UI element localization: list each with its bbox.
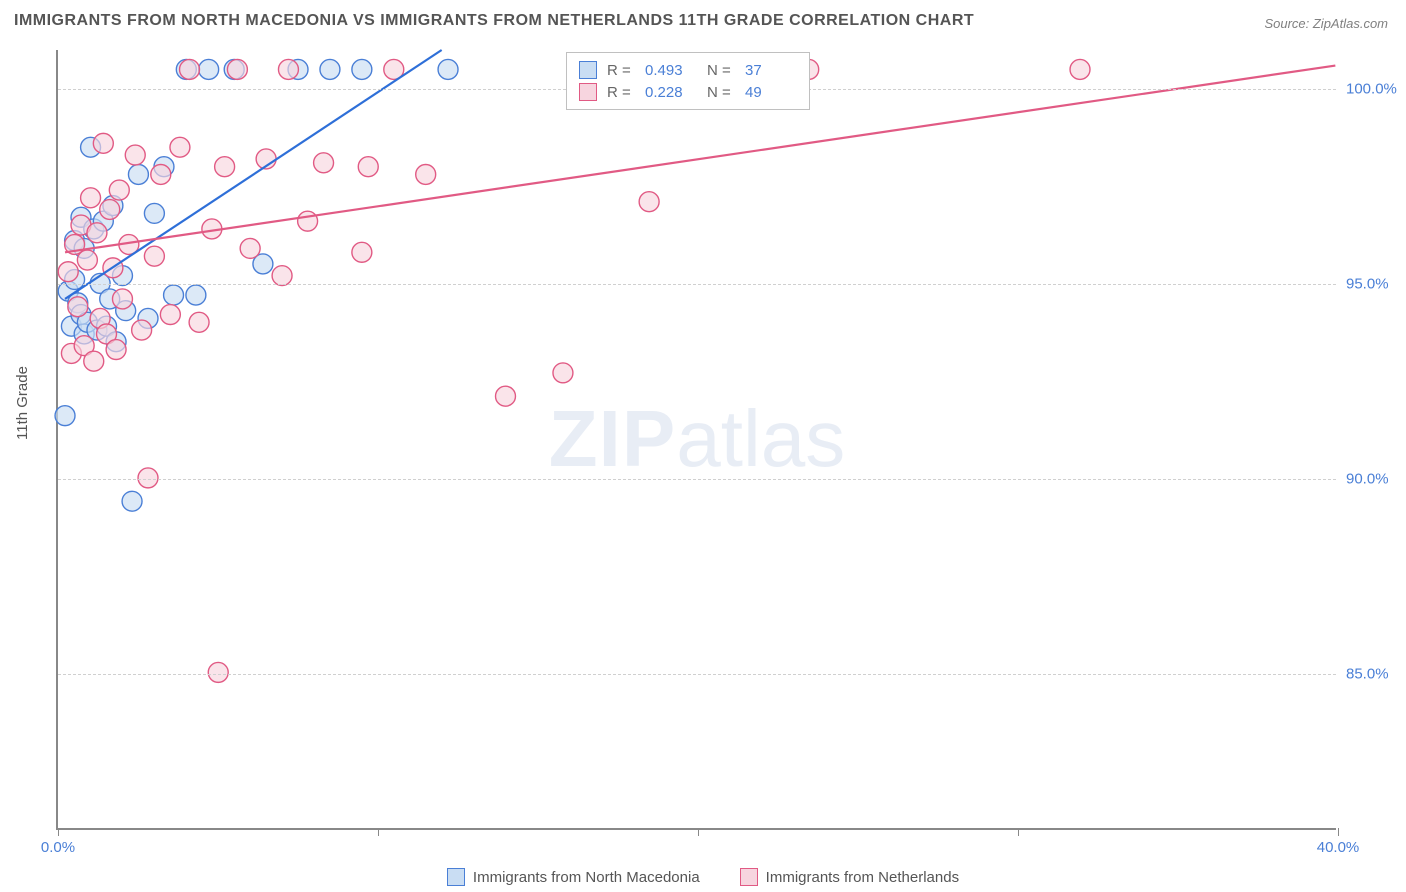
data-point: [1070, 59, 1090, 79]
data-point: [109, 180, 129, 200]
data-point: [55, 406, 75, 426]
data-point: [84, 351, 104, 371]
y-tick-label: 100.0%: [1346, 81, 1406, 98]
series-legend-item: Immigrants from North Macedonia: [447, 868, 700, 886]
data-point: [352, 59, 372, 79]
data-point: [132, 320, 152, 340]
series-legend-label: Immigrants from North Macedonia: [473, 869, 700, 886]
legend-row: R = 0.493 N = 37: [579, 59, 797, 81]
data-point: [199, 59, 219, 79]
plot-area: ZIPatlas 85.0%90.0%95.0%100.0%0.0%40.0%: [56, 50, 1336, 830]
data-point: [320, 59, 340, 79]
data-point: [151, 165, 171, 185]
data-point: [93, 133, 113, 153]
x-tick: [58, 828, 59, 836]
legend-n-label: N =: [707, 84, 735, 101]
data-point: [160, 305, 180, 325]
data-point: [553, 363, 573, 383]
x-tick-label: 0.0%: [41, 839, 75, 856]
legend-n-label: N =: [707, 62, 735, 79]
legend-swatch: [579, 61, 597, 79]
data-point: [416, 165, 436, 185]
legend-r-label: R =: [607, 84, 635, 101]
series-legend: Immigrants from North Macedonia Immigrant…: [0, 868, 1406, 886]
legend-r-value: 0.228: [645, 84, 697, 101]
data-point: [358, 157, 378, 177]
legend-swatch: [740, 868, 758, 886]
data-point: [128, 165, 148, 185]
data-point: [144, 246, 164, 266]
data-point: [189, 312, 209, 332]
data-point: [68, 297, 88, 317]
data-point: [298, 211, 318, 231]
legend-row: R = 0.228 N = 49: [579, 81, 797, 103]
x-tick: [1338, 828, 1339, 836]
legend-swatch: [579, 83, 597, 101]
data-point: [352, 242, 372, 262]
data-point: [122, 491, 142, 511]
data-point: [87, 223, 107, 243]
legend-swatch: [447, 868, 465, 886]
correlation-legend: R = 0.493 N = 37 R = 0.228 N = 49: [566, 52, 810, 110]
chart-title: IMMIGRANTS FROM NORTH MACEDONIA VS IMMIG…: [14, 12, 974, 30]
data-point: [496, 386, 516, 406]
data-point: [113, 289, 133, 309]
y-tick-label: 85.0%: [1346, 666, 1406, 683]
data-point: [180, 59, 200, 79]
series-legend-label: Immigrants from Netherlands: [766, 869, 959, 886]
data-point: [106, 340, 126, 360]
y-axis-label: 11th Grade: [14, 366, 31, 440]
x-tick: [1018, 828, 1019, 836]
data-point: [144, 203, 164, 223]
gridline: [58, 284, 1336, 285]
legend-r-value: 0.493: [645, 62, 697, 79]
data-point: [100, 200, 120, 220]
data-point: [314, 153, 334, 173]
data-point: [58, 262, 78, 282]
gridline: [58, 479, 1336, 480]
data-point: [208, 662, 228, 682]
data-point: [170, 137, 190, 157]
data-point: [240, 238, 260, 258]
source-attribution: Source: ZipAtlas.com: [1264, 16, 1388, 31]
data-point: [215, 157, 235, 177]
data-point: [77, 250, 97, 270]
gridline: [58, 674, 1336, 675]
data-point: [438, 59, 458, 79]
data-point: [278, 59, 298, 79]
data-point: [81, 188, 101, 208]
data-point: [227, 59, 247, 79]
data-point: [138, 468, 158, 488]
data-point: [272, 266, 292, 286]
legend-n-value: 49: [745, 84, 797, 101]
y-tick-label: 95.0%: [1346, 276, 1406, 293]
x-tick: [378, 828, 379, 836]
data-point: [186, 285, 206, 305]
legend-n-value: 37: [745, 62, 797, 79]
x-tick: [698, 828, 699, 836]
series-legend-item: Immigrants from Netherlands: [740, 868, 959, 886]
x-tick-label: 40.0%: [1317, 839, 1360, 856]
data-point: [125, 145, 145, 165]
chart-svg: [58, 50, 1336, 828]
data-point: [639, 192, 659, 212]
y-tick-label: 90.0%: [1346, 471, 1406, 488]
data-point: [164, 285, 184, 305]
legend-r-label: R =: [607, 62, 635, 79]
